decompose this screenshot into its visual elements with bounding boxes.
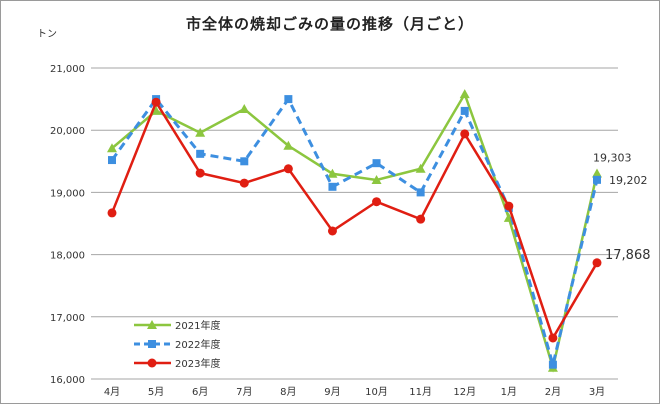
data-point-2022年度 — [108, 156, 116, 165]
data-point-2023年度 — [239, 178, 249, 188]
legend-marker — [147, 358, 157, 368]
series-line-2023年度 — [110, 99, 599, 341]
x-tick-label: 9月 — [324, 386, 340, 398]
data-point-2021年度 — [107, 143, 117, 153]
data-point-2021年度 — [459, 89, 470, 99]
data-point-2022年度 — [284, 95, 293, 104]
data-point-2022年度 — [460, 106, 469, 115]
data-point-2021年度 — [151, 105, 162, 115]
y-tick-label: 19,000 — [50, 188, 85, 199]
legend-entry: 2021年度 — [175, 319, 220, 332]
x-tick-label: 3月 — [589, 386, 605, 398]
x-tick-label: 12月 — [453, 386, 476, 398]
data-point-2023年度 — [151, 97, 161, 107]
y-tick-label: 18,000 — [50, 251, 85, 262]
x-tick-label: 1月 — [501, 386, 517, 398]
x-tick-label: 2月 — [545, 386, 561, 398]
data-point-2021年度 — [283, 140, 294, 150]
data-point-2021年度 — [239, 104, 250, 114]
y-tick-label: 20,000 — [50, 126, 85, 137]
series-line-2021年度 — [111, 91, 599, 373]
data-point-2022年度 — [240, 157, 249, 166]
data-point-2023年度 — [592, 258, 602, 268]
data-point-2021年度 — [415, 163, 426, 173]
x-tick-label: 4月 — [104, 386, 120, 398]
data-label: 19,303 — [593, 152, 632, 165]
data-point-2022年度 — [416, 188, 425, 197]
series-line-2022年度 — [110, 96, 599, 371]
data-point-2023年度 — [327, 226, 337, 236]
y-axis-unit-label: トン — [37, 29, 57, 40]
x-tick-label: 11月 — [409, 386, 432, 398]
data-point-2022年度 — [196, 149, 205, 158]
data-point-2021年度 — [592, 168, 602, 178]
x-tick-label: 5月 — [148, 386, 164, 398]
data-point-2023年度 — [460, 129, 470, 139]
data-point-2022年度 — [593, 175, 601, 184]
x-tick-label: 10月 — [365, 386, 388, 398]
data-point-2023年度 — [195, 168, 205, 178]
legend-marker — [147, 320, 157, 329]
y-tick-label: 16,000 — [50, 375, 85, 386]
data-point-2022年度 — [328, 182, 337, 191]
data-point-2021年度 — [327, 168, 338, 178]
legend-entry: 2023年度 — [175, 357, 220, 370]
data-point-2023年度 — [372, 197, 382, 207]
data-point-2023年度 — [416, 214, 426, 224]
data-point-2023年度 — [548, 333, 558, 343]
data-point-2021年度 — [371, 174, 382, 184]
y-tick-label: 17,000 — [50, 313, 85, 324]
data-label: 17,868 — [605, 248, 651, 263]
legend-marker — [148, 340, 156, 348]
data-point-2022年度 — [548, 360, 557, 369]
x-tick-label: 6月 — [192, 386, 208, 398]
data-point-2023年度 — [504, 201, 514, 211]
legend-entry: 2022年度 — [175, 338, 220, 351]
data-point-2023年度 — [283, 164, 293, 174]
data-label: 19,202 — [609, 174, 648, 187]
chart-title: 市全体の焼却ごみの量の推移（月ごと） — [185, 15, 474, 33]
data-point-2023年度 — [107, 208, 117, 218]
x-tick-label: 7月 — [236, 386, 252, 398]
x-tick-label: 8月 — [280, 386, 296, 398]
data-point-2021年度 — [195, 127, 206, 137]
y-tick-label: 21,000 — [50, 64, 85, 75]
data-point-2022年度 — [372, 159, 381, 168]
